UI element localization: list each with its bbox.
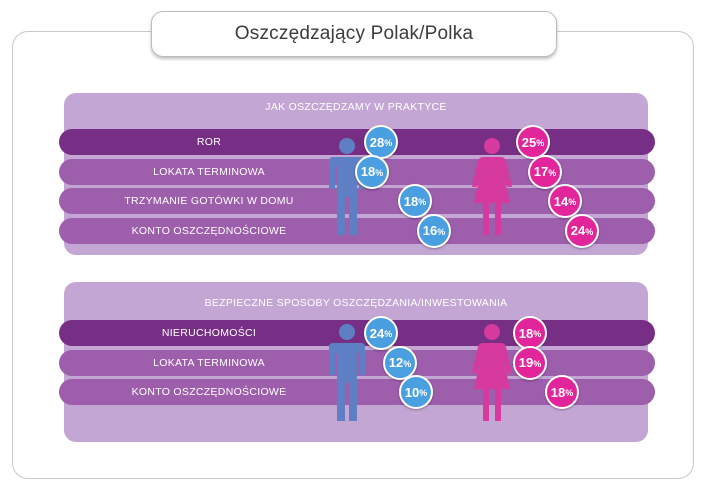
female-figure-icon (472, 324, 512, 421)
male-value-bubble: 28% (364, 125, 398, 159)
male-value-bubble-unit: % (375, 167, 384, 178)
category-bar: NIERUCHOMOŚCI (59, 320, 655, 346)
male-figure-icon (329, 324, 365, 421)
female-value-bubble: 17% (528, 154, 562, 189)
male-value-bubble: 18% (398, 184, 432, 218)
page-title: Oszczędzający Polak/Polka (151, 11, 557, 57)
female-value-bubble: 19% (513, 345, 547, 380)
category-label: LOKATA TERMINOWA (153, 165, 265, 178)
male-value-bubble-unit: % (419, 388, 428, 398)
male-value-bubble-unit: % (418, 197, 427, 207)
male-value-bubble: 12% (383, 345, 417, 380)
category-label: ROR (196, 136, 222, 148)
male-value-bubble-value: 24 (369, 325, 385, 341)
category-label: NIERUCHOMOŚCI (161, 327, 257, 339)
chart-title: BEZPIECZNE SPOSOBY OSZCZĘDZANIA/INWESTOW… (204, 297, 508, 309)
male-value-bubble-value: 18 (403, 193, 419, 209)
male-value-bubble-unit: % (384, 138, 393, 148)
category-label: LOKATA TERMINOWA (153, 356, 265, 369)
male-value-bubble-unit: % (384, 329, 393, 339)
male-value-bubble-value: 18 (360, 164, 376, 179)
category-label: KONTO OSZCZĘDNOŚCIOWE (131, 386, 287, 398)
male-value-bubble: 24% (364, 316, 398, 350)
category-label: KONTO OSZCZĘDNOŚCIOWE (131, 224, 287, 237)
female-value-bubble-value: 14 (553, 193, 569, 209)
male-value-bubble: 18% (355, 154, 389, 189)
female-figure-icon (472, 138, 512, 235)
male-figure-icon (329, 138, 365, 235)
category-label: TRZYMANIE GOTÓWKI W DOMU (124, 195, 294, 207)
female-value-bubble-unit: % (533, 329, 542, 339)
female-value-bubble-unit: % (548, 167, 557, 178)
chart-title: JAK OSZCZĘDZAMY W PRAKTYCE (265, 101, 447, 113)
female-value-bubble-value: 19 (518, 355, 534, 370)
female-value-bubble-unit: % (533, 358, 542, 369)
male-value-bubble: 10% (399, 375, 433, 409)
male-value-bubble-value: 28 (369, 134, 385, 150)
male-value-bubble-value: 10 (404, 384, 420, 400)
female-value-bubble: 24% (565, 213, 599, 248)
female-value-bubble-value: 17 (533, 164, 549, 179)
female-value-bubble-value: 25 (521, 134, 537, 150)
female-value-bubble-value: 24 (570, 223, 586, 238)
female-value-bubble-unit: % (565, 388, 574, 398)
female-value-bubble: 25% (516, 125, 550, 159)
female-value-bubble-unit: % (585, 226, 594, 237)
category-bar: ROR (59, 129, 655, 155)
female-value-bubble-unit: % (536, 138, 545, 148)
female-value-bubble: 14% (548, 184, 582, 218)
male-value-bubble-unit: % (403, 358, 412, 369)
female-value-bubble: 18% (513, 316, 547, 350)
male-value-bubble-value: 12 (388, 355, 404, 370)
female-value-bubble-unit: % (568, 197, 577, 207)
female-value-bubble-value: 18 (550, 384, 566, 400)
male-value-bubble-value: 16 (422, 223, 438, 238)
female-value-bubble-value: 18 (518, 325, 534, 341)
female-value-bubble: 18% (545, 375, 579, 409)
male-value-bubble-unit: % (437, 226, 446, 237)
male-value-bubble: 16% (417, 213, 451, 248)
